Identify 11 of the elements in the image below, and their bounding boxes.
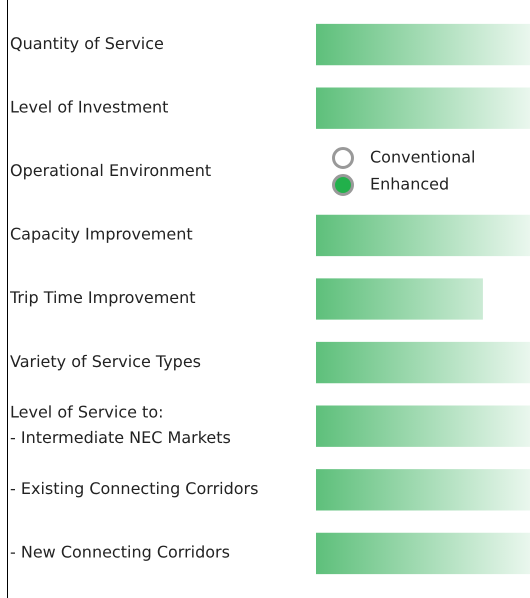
y-tick-label: Variety of Service Types <box>10 352 202 371</box>
y-tick-label: Quantity of Service <box>10 34 164 53</box>
annotation: Conventional <box>370 147 476 166</box>
annotation: Enhanced <box>370 174 450 194</box>
y-tick-label: - New Connecting Corridors <box>10 542 230 562</box>
y-tick-label: Level of Investment <box>10 97 168 116</box>
y-tick-label: - Existing Connecting Corridors <box>10 478 258 498</box>
y-tick-label: Trip Time Improvement <box>9 288 196 308</box>
y-tick-label: Operational Environment <box>10 160 212 180</box>
y-tick-label: Capacity Improvement <box>10 224 193 244</box>
y-tick-label: Level of Service to: - Intermediate NEC Markets <box>10 402 231 448</box>
